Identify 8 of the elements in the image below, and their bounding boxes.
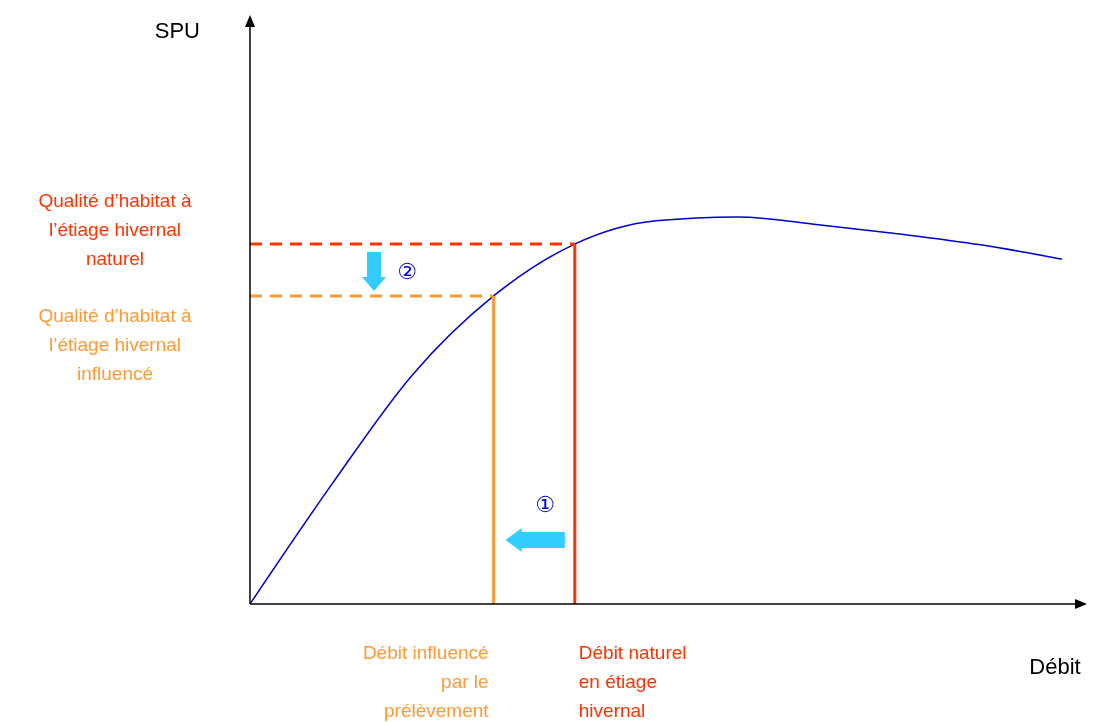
text: Débit influencé par le prélèvement <box>362 642 490 721</box>
text: Débit naturel en étiage hivernal <box>578 642 687 721</box>
ref-line-label: Qualité d’habitat à l’étiage hivernal naturel <box>38 190 193 270</box>
ref-line-label: Qualité d’habitat à l’étiage hivernal influencé <box>38 304 193 384</box>
text: SPU <box>154 18 200 43</box>
annotation: ① <box>535 492 556 517</box>
annotation: ② <box>397 258 417 284</box>
x-axis-title: Débit <box>1029 654 1081 679</box>
